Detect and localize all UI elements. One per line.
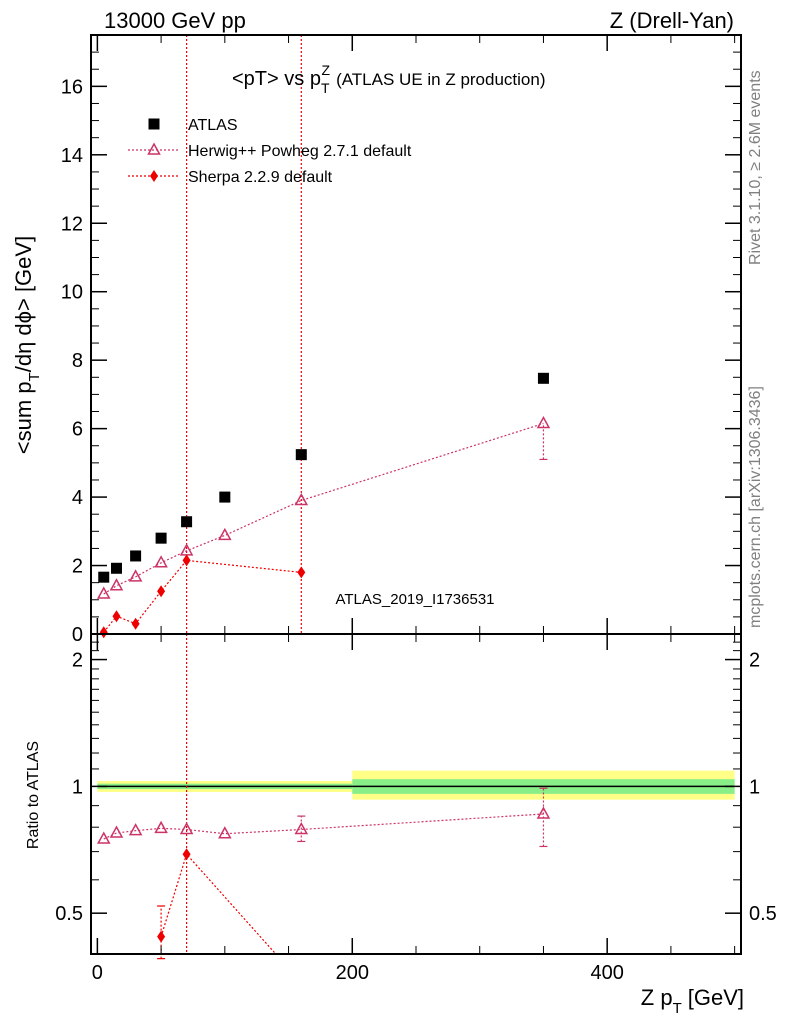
- main-y-label-b: /dη dϕ> [GeV]: [11, 236, 36, 372]
- ratio-y-tick-label-left: 0.5: [55, 903, 83, 925]
- main-y-tick-label: 10: [61, 282, 83, 304]
- ratio-point-0: [154, 820, 168, 834]
- legend-label-2: Sherpa 2.2.9 default: [188, 169, 333, 186]
- main-point-2: [99, 626, 108, 639]
- ratio-point-0: [294, 821, 309, 835]
- ratio-series-line-1: [160, 853, 277, 955]
- main-point-1: [218, 527, 232, 541]
- main-point-1: [96, 586, 111, 599]
- x-axis: 0 200 400: [92, 634, 736, 984]
- main-y-label-a: <sum p: [11, 381, 36, 454]
- plot-title-main: <pT> vs p: [232, 68, 321, 90]
- main-point-1: [294, 492, 309, 506]
- main-series-line-1: [103, 422, 544, 595]
- main-point-2: [131, 617, 140, 630]
- ratio-y-axis: 0.5 0.5 1 1 2 2: [55, 641, 777, 955]
- legend: ATLAS Herwig++ Powheg 2.7.1 default Sherpa…: [128, 117, 412, 186]
- ratio-y-tick-label-left: 2: [72, 650, 83, 672]
- ratio-point-0: [179, 821, 194, 835]
- ratio-y-tick-label-right: 0.5: [749, 903, 777, 925]
- legend-marker-2: [150, 170, 158, 182]
- main-y-tick-label: 8: [72, 350, 83, 372]
- ratio-point-1: [157, 930, 166, 943]
- main-y-axis: 0 2 4 6 8 10 12 14 16: [61, 34, 741, 646]
- main-y-tick-label: 0: [72, 624, 83, 646]
- main-point-1: [154, 555, 168, 568]
- ratio-point-0: [128, 823, 143, 836]
- main-point-0: [537, 372, 549, 384]
- main-point-1: [536, 415, 551, 429]
- main-point-2: [112, 610, 121, 623]
- header-right: Z (Drell-Yan): [610, 8, 734, 33]
- main-point-0: [295, 449, 307, 461]
- watermark: ATLAS_2019_I1736531: [335, 591, 494, 608]
- plot-title-sup: Z: [322, 62, 331, 78]
- x-tick-label: 0: [92, 962, 103, 984]
- x-label-b: [GeV]: [688, 985, 744, 1010]
- plot-title: <pT> vs pTZ (ATLAS UE in Z production): [232, 62, 546, 96]
- x-label-sub: T: [673, 1000, 682, 1017]
- main-point-0: [130, 550, 142, 562]
- legend-label-0: ATLAS: [188, 117, 238, 134]
- main-point-0: [219, 491, 231, 503]
- main-point-1: [128, 569, 143, 582]
- main-point-0: [181, 516, 193, 528]
- x-tick-label: 400: [590, 962, 623, 984]
- legend-label-1: Herwig++ Powheg 2.7.1 default: [188, 143, 412, 160]
- main-y-tick-label: 2: [72, 556, 83, 578]
- mcplots-credit: mcplots.cern.ch [arXiv:1306.3436]: [747, 386, 764, 628]
- ratio-point-0: [218, 826, 232, 839]
- ratio-y-tick-label-right: 2: [749, 650, 760, 672]
- ratio-point-0: [96, 831, 111, 844]
- main-point-0: [155, 532, 167, 544]
- legend-marker-0: [148, 118, 160, 130]
- header-left: 13000 GeV pp: [104, 8, 246, 33]
- x-axis-label: Z pT [GeV]: [641, 985, 744, 1017]
- ratio-y-tick-label-right: 1: [749, 776, 760, 798]
- ratio-point-0: [536, 806, 551, 819]
- plot-title-sub: T: [321, 80, 330, 96]
- rivet-version: Rivet 3.1.10, ≥ 2.6M events: [747, 70, 764, 265]
- ratio-plot-area: [96, 634, 735, 960]
- main-y-axis-label: <sum pT/dη dϕ> [GeV]: [11, 236, 43, 454]
- main-point-2: [182, 554, 191, 567]
- x-label-a: Z p: [641, 985, 673, 1010]
- plot-title-rest: (ATLAS UE in Z production): [336, 70, 545, 89]
- ratio-series-line-0: [103, 813, 544, 840]
- legend-marker-1: [147, 142, 161, 155]
- main-point-0: [110, 562, 122, 574]
- main-plot-area: [96, 35, 551, 639]
- main-y-tick-label: 14: [61, 145, 83, 167]
- x-tick-label: 200: [336, 962, 369, 984]
- main-y-tick-label: 16: [61, 76, 83, 98]
- main-point-2: [157, 585, 166, 598]
- main-y-tick-label: 4: [72, 487, 83, 509]
- main-y-tick-label: 12: [61, 213, 83, 235]
- ratio-y-axis-label: Ratio to ATLAS: [25, 741, 42, 849]
- main-point-1: [109, 578, 124, 591]
- ratio-point-1: [182, 848, 191, 861]
- ratio-panel: 0.5 0.5 1 1 2 2 0 200 400 Ratio to ATLAS Z pT [G…: [25, 633, 777, 1017]
- ratio-point-0: [109, 825, 124, 838]
- main-y-label-sub: T: [26, 372, 43, 381]
- main-point-2: [297, 566, 306, 579]
- ratio-y-tick-label-left: 1: [72, 776, 83, 798]
- main-y-tick-label: 6: [72, 419, 83, 441]
- main-point-0: [98, 571, 110, 583]
